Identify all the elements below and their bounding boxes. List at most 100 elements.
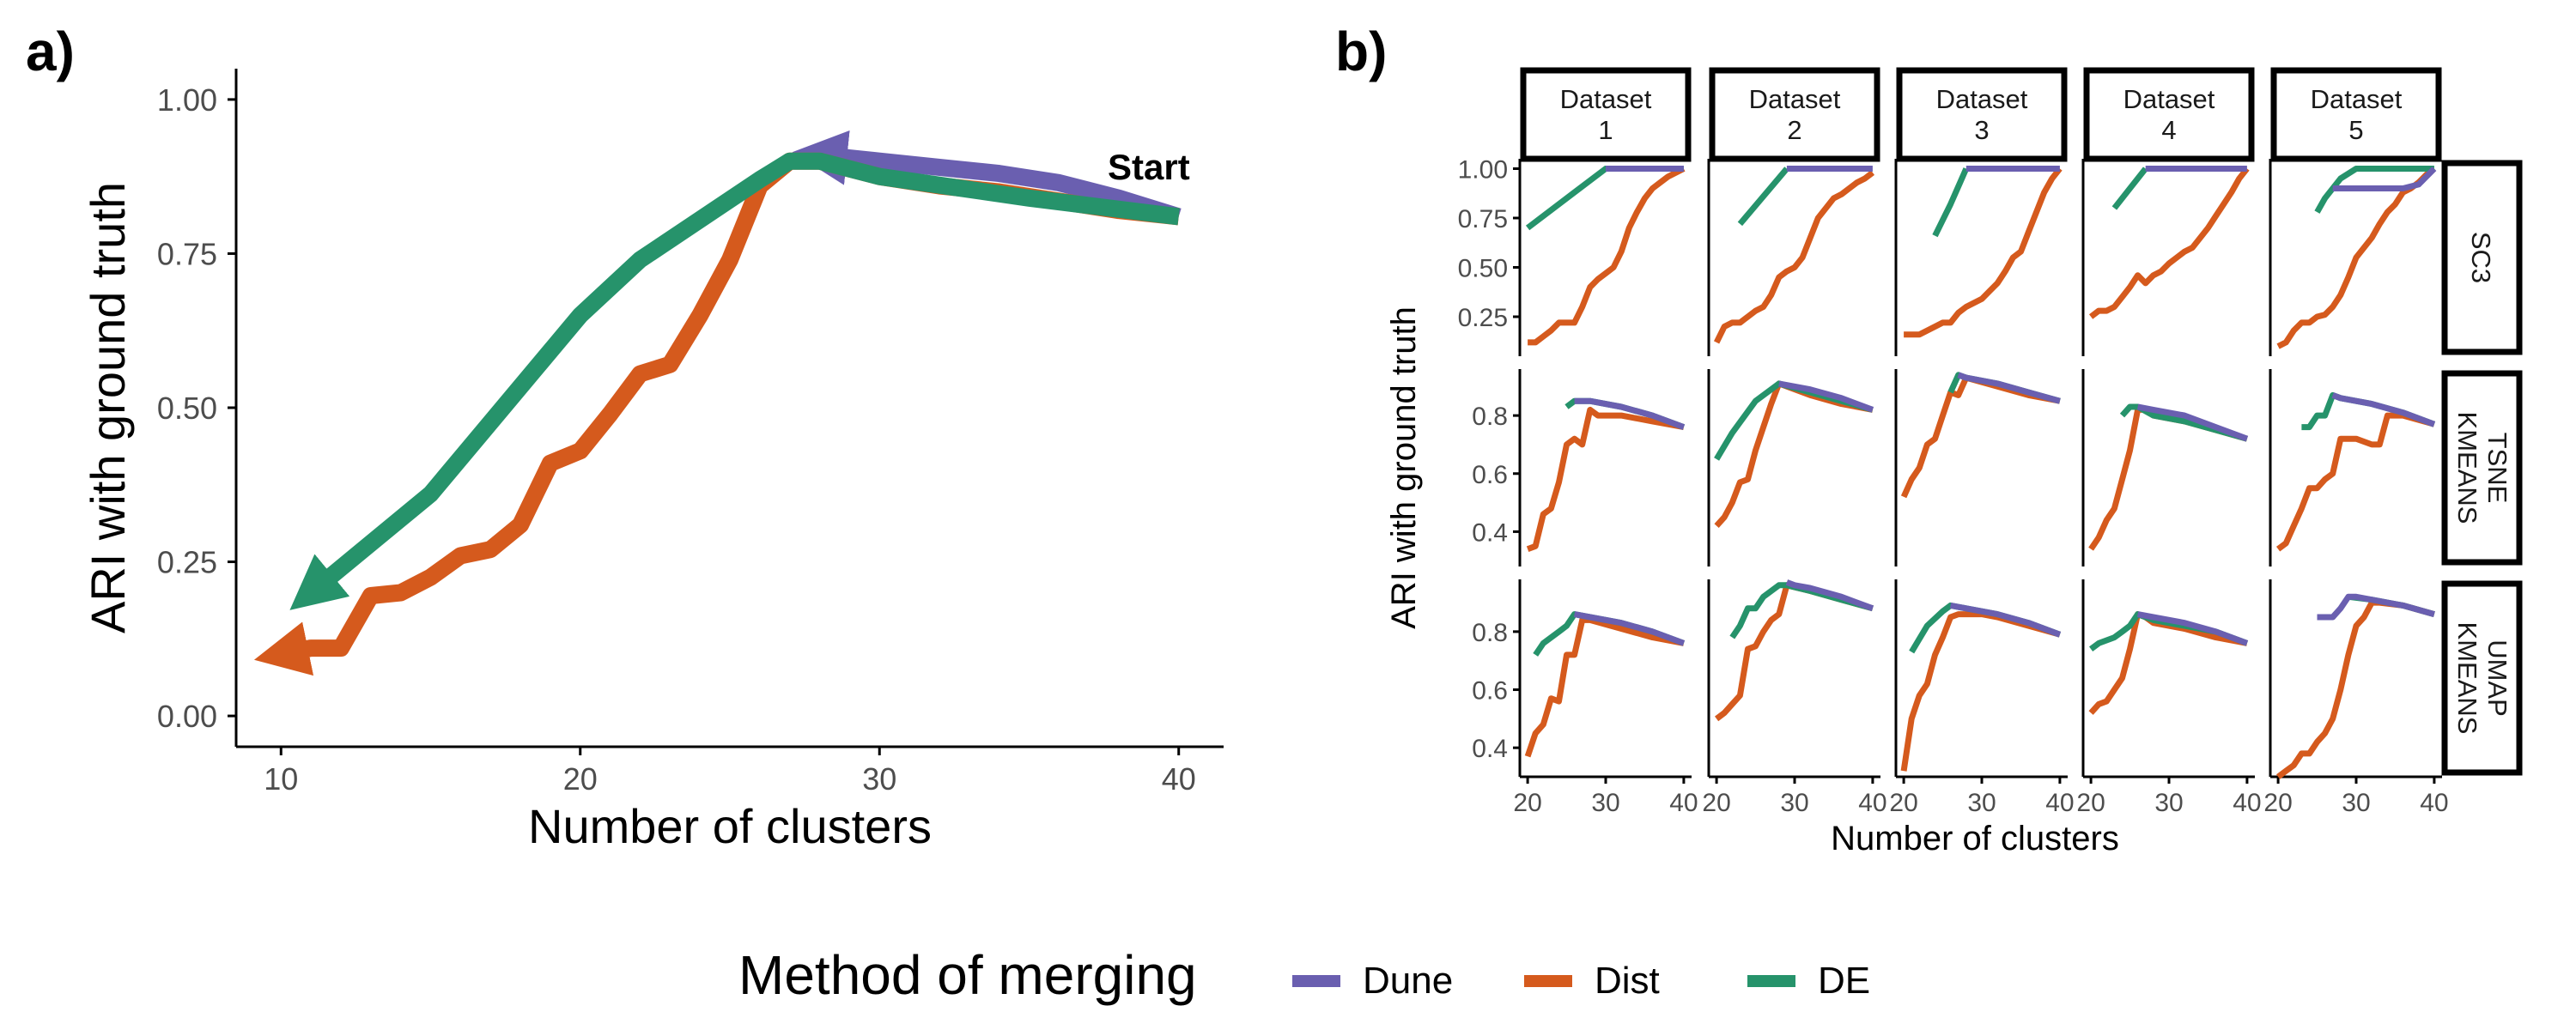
facet-strip-label: Dataset (1936, 84, 2028, 114)
facet-r3-c2 (1715, 579, 1874, 722)
facet-strip-label: KMEANS (2452, 412, 2482, 524)
panel-b-y-tick-label: 0.4 (1472, 735, 1508, 763)
panel-b-x-tick-label: 30 (1591, 789, 1619, 817)
legend: Method of merging Dune Dist DE (738, 944, 1870, 1006)
facet-line-de (1525, 166, 1684, 231)
panel-b-x-tick-label: 30 (2342, 789, 2370, 817)
panel-b-x-tick-label: 30 (2154, 789, 2183, 817)
facet-line-dist (1524, 616, 1685, 758)
facet-line-dune (1785, 579, 1874, 612)
facet-line-dist (1715, 582, 1874, 722)
facet-line-dune (1957, 372, 2061, 404)
facet-line-dist (1904, 167, 2063, 338)
panel-a-y-tick-label: 0.25 (157, 545, 217, 580)
panel-a-y-tick-label: 0.75 (157, 236, 217, 271)
facet-strip-label: 4 (2161, 115, 2176, 145)
facet-strip-label: TSNE (2482, 433, 2512, 504)
facet-line-de (2314, 166, 2434, 214)
facet-line-de (1714, 380, 1874, 461)
panel-b-x-tick-label: 40 (2233, 789, 2261, 817)
facet-r1-c5 (2276, 166, 2437, 349)
facet-line-dist (2088, 167, 2250, 319)
panel-b-x-tick-label: 40 (2045, 789, 2074, 817)
facet-r3-c3 (1900, 602, 2062, 772)
legend-title: Method of merging (738, 944, 1197, 1006)
panel-b-y-tick-label: 0.8 (1472, 403, 1508, 431)
panel-b-y-tick-label: 0.8 (1472, 619, 1508, 647)
panel-b-y-tick-label: 0.4 (1472, 518, 1508, 547)
facet-line-dune (1573, 611, 1686, 646)
facet-strip-label: 2 (1787, 115, 1801, 145)
panel-b-y-tick-label: 0.6 (1472, 461, 1508, 489)
panel-b-x-tick-label: 20 (1702, 789, 1730, 817)
panel-b-x-tick-label: 20 (1889, 789, 1917, 817)
panel-a-x-tick-label: 40 (1162, 761, 1196, 797)
panel-a-y-tick-label: 1.00 (157, 82, 217, 118)
facet-r1-c1 (1525, 166, 1686, 346)
panel-a-y-tick-label: 0.50 (157, 391, 217, 426)
legend-label-de: DE (1818, 960, 1870, 1002)
panel-b-x-tick-label: 20 (2263, 789, 2292, 817)
facet-line-dune (2332, 167, 2437, 191)
facet-strip-label: 5 (2348, 115, 2363, 145)
facet-line-dist (1528, 166, 1686, 346)
facet-r2-c1 (1526, 397, 1686, 552)
facet-line-dist (2276, 166, 2437, 349)
panel-b-x-tick-label: 40 (1669, 789, 1698, 817)
panel-b-x-tick-label: 40 (2420, 789, 2448, 817)
facet-line-de (2111, 167, 2148, 210)
facet-line-dune (2136, 611, 2249, 646)
panel-a-plot: 0.00 0.25 0.50 0.75 1.00 10 20 30 40 Number of cl… (81, 69, 1224, 853)
panel-a-line-dist (253, 152, 1180, 676)
facet-line-dune (2136, 403, 2249, 442)
facet-strip-row-1: SC3 (2441, 160, 2523, 355)
facet-strip-label: KMEANS (2452, 622, 2482, 735)
facet-line-dist (1900, 611, 2061, 772)
facet-line-dist (2088, 611, 2248, 715)
facet-line-de (1729, 582, 1874, 639)
panel-a-y-axis-label: ARI with ground truth (81, 182, 135, 633)
facet-line-dune (2317, 593, 2435, 621)
panel-a-x-tick-label: 20 (563, 761, 598, 797)
facet-strip-label: Dataset (2311, 84, 2403, 114)
facet-r3-c5 (2276, 593, 2435, 779)
panel-b-x-axis-label: Number of clusters (1831, 820, 2119, 857)
facet-line-de (1737, 167, 1789, 227)
facet-r3-c4 (2088, 611, 2249, 715)
facet-strip-label: Dataset (1560, 84, 1652, 114)
legend-label-dune: Dune (1363, 960, 1453, 1002)
panel-b-y-tick-label: 0.6 (1472, 677, 1508, 706)
facet-r2-c4 (2088, 403, 2249, 551)
facet-line-de (2301, 391, 2436, 431)
facet-strip-label: 3 (1974, 115, 1989, 145)
panel-a-y-tick-label: 0.00 (157, 699, 217, 734)
panel-a-x-tick-label: 10 (264, 761, 298, 797)
panel-b-y-axis-label: ARI with ground truth (1385, 306, 1423, 629)
facet-line-dist (2276, 599, 2435, 779)
facet-line-dune (1949, 602, 2062, 638)
panel-a-line-dune (792, 130, 1182, 225)
panel-b-y-tick-label: 1.00 (1458, 156, 1508, 185)
facet-line-dune (2331, 392, 2436, 427)
panel-b-x-tick-label: 30 (1967, 789, 1996, 817)
facet-r2-c5 (2276, 391, 2436, 552)
panel-b-x-tick-label: 20 (2076, 789, 2105, 817)
facet-strip-label: Dataset (2123, 84, 2215, 114)
facet-r1-c3 (1904, 166, 2063, 338)
facet-r3-c1 (1524, 611, 1686, 758)
panel-b-x-tick-label: 30 (1780, 789, 1808, 817)
facet-line-dist (1526, 406, 1685, 552)
panel-b-x-tick-label: 40 (1858, 789, 1886, 817)
facet-line-dune (1778, 380, 1874, 413)
panel-a-annotation-start: Start (1108, 147, 1190, 187)
facet-line-dist (2276, 412, 2435, 552)
facet-strip-label: UMAP (2482, 639, 2512, 717)
legend-label-dist: Dist (1595, 960, 1660, 1002)
